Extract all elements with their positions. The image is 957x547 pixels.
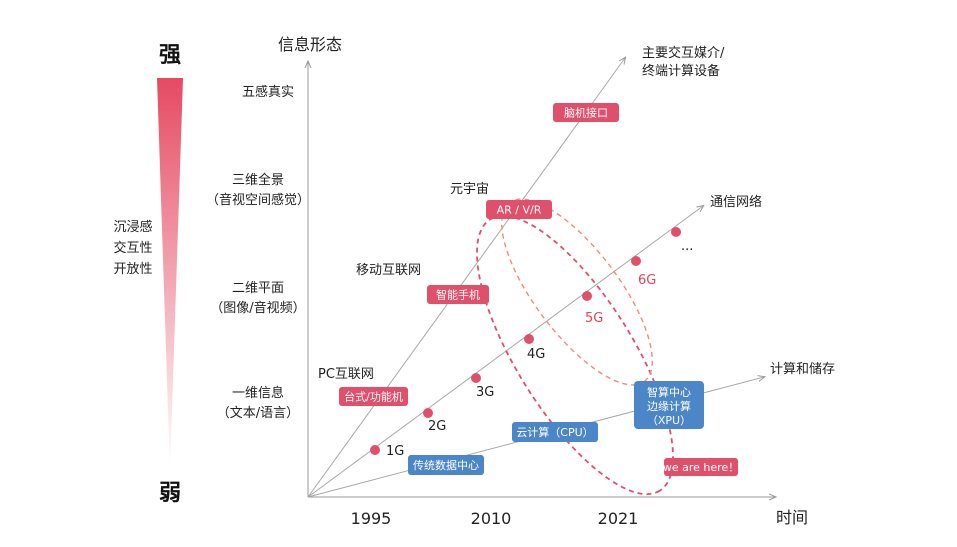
pill-desktop: 台式/功能机 (339, 387, 408, 406)
year-1995: 1995 (351, 509, 392, 528)
pill-smart-line2: 边缘计算 (647, 399, 691, 413)
year-2010: 2010 (471, 509, 512, 528)
level-2d-title: 二维平面 (232, 281, 284, 296)
gen-dot-1g (370, 445, 380, 455)
side-label-immersion: 沉浸感 (113, 219, 152, 235)
era-mobile-internet: 移动互联网 (356, 263, 421, 278)
gen-label-ellipsis: ... (681, 239, 693, 254)
metaverse-big-ellipse (476, 214, 674, 496)
level-1d-title: 一维信息 (232, 385, 284, 401)
gen-dot-2g (423, 408, 433, 418)
media-line-label-2: 终端计算设备 (642, 63, 720, 79)
x-axis-title: 时间 (776, 508, 808, 527)
pill-smartphone-label: 智能手机 (436, 288, 480, 302)
side-label-openness: 开放性 (113, 262, 152, 277)
gen-label-1g: 1G (386, 444, 404, 459)
level-2d-subtitle: （图像/音视频） (210, 300, 305, 316)
pill-cloud-cpu-label: 云计算（CPU） (516, 425, 593, 439)
pill-smart-computing: 智算中心 边缘计算 （XPU） (634, 381, 704, 429)
compute-line-label: 计算和储存 (770, 362, 835, 377)
pill-traditional-datacenter: 传统数据中心 (408, 455, 484, 475)
gen-label-6g: 6G (638, 273, 656, 288)
gen-label-2g: 2G (428, 419, 446, 434)
pill-ar-vr-label: AR / V/R (497, 204, 542, 217)
pill-desktop-label: 台式/功能机 (344, 390, 403, 404)
era-pc-internet: PC互联网 (318, 367, 374, 382)
pill-datacenter-label: 传统数据中心 (413, 458, 479, 472)
era-metaverse: 元宇宙 (450, 182, 489, 197)
gen-dot-5g (582, 291, 592, 301)
pill-we-are-here: we are here！ (663, 458, 739, 476)
gen-dot-3g (471, 373, 481, 383)
pill-cloud-cpu: 云计算（CPU） (512, 422, 598, 442)
strength-gradient-wedge (157, 78, 183, 470)
gen-dot-4g (524, 334, 534, 344)
network-line (307, 206, 703, 498)
pill-ar-vr: AR / V/R (486, 200, 552, 219)
scale-top-label: 强 (159, 43, 181, 68)
pill-smart-line1: 智算中心 (647, 385, 691, 399)
network-line-label: 通信网络 (710, 194, 762, 210)
year-2021: 2021 (598, 509, 639, 528)
gen-label-4g: 4G (527, 347, 545, 362)
pill-we-are-here-label: we are here！ (663, 461, 739, 474)
pill-bci: 脑机接口 (553, 103, 619, 122)
pill-smartphone: 智能手机 (427, 285, 489, 304)
media-line-label-1: 主要交互媒介/ (642, 45, 725, 61)
level-3d-title: 三维全景 (232, 172, 284, 188)
level-1d-subtitle: （文本/语言） (217, 406, 299, 421)
y-axis-title: 信息形态 (278, 35, 342, 54)
level-five-senses: 五感真实 (242, 84, 294, 100)
pill-smart-line3: （XPU） (647, 414, 691, 427)
gen-dot-next (671, 227, 681, 237)
gen-label-5g: 5G (585, 311, 603, 326)
scale-bottom-label: 弱 (159, 481, 181, 506)
level-3d-subtitle: （音视空间感觉） (206, 192, 310, 208)
media-device-line (307, 58, 625, 498)
pill-bci-label: 脑机接口 (564, 106, 608, 120)
side-label-interactivity: 交互性 (113, 240, 152, 256)
gen-dot-6g (631, 256, 641, 266)
gen-label-3g: 3G (476, 385, 494, 400)
